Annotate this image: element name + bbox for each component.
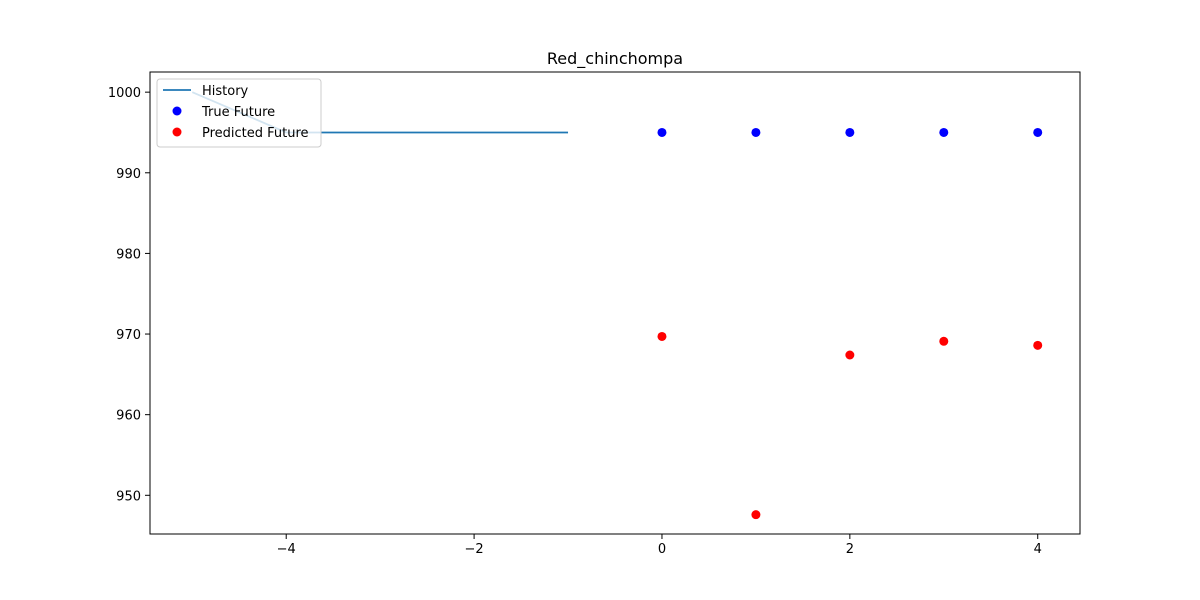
predicted-future-point [1033,340,1043,350]
x-tick-label: −2 [465,542,484,557]
y-tick-label: 970 [116,328,141,343]
x-axis: −4 −2 0 2 4 [277,534,1042,557]
legend-history-label: History [202,84,249,99]
legend-predicted-future-marker [172,127,182,137]
true-future-point [1033,127,1043,137]
legend-true-future-label: True Future [201,105,275,120]
y-axis: 950 960 970 980 990 1000 [108,86,150,504]
true-future-point [939,127,949,137]
chart-title: Red_chinchompa [547,49,683,69]
legend-predicted-future-label: Predicted Future [202,126,309,141]
x-tick-label: 4 [1034,542,1042,557]
true-future-point [845,127,855,137]
y-tick-label: 990 [116,167,141,182]
series-layer [191,91,1043,520]
y-tick-label: 950 [116,489,141,504]
y-tick-label: 1000 [108,86,141,101]
plot-frame [149,71,1081,535]
x-tick-label: 0 [658,542,666,557]
y-tick-label: 960 [116,409,141,424]
true-future-point [751,127,761,137]
legend: History True Future Predicted Future [156,78,322,148]
true-future-point [657,127,667,137]
predicted-future-point [657,331,667,341]
legend-box [156,78,322,148]
predicted-future-point [845,350,855,360]
y-tick-label: 980 [116,247,141,262]
predicted-future-point [939,336,949,346]
x-tick-label: −4 [277,542,296,557]
legend-true-future-marker [172,106,182,116]
predicted-future-point [751,510,761,520]
x-tick-label: 2 [846,542,854,557]
